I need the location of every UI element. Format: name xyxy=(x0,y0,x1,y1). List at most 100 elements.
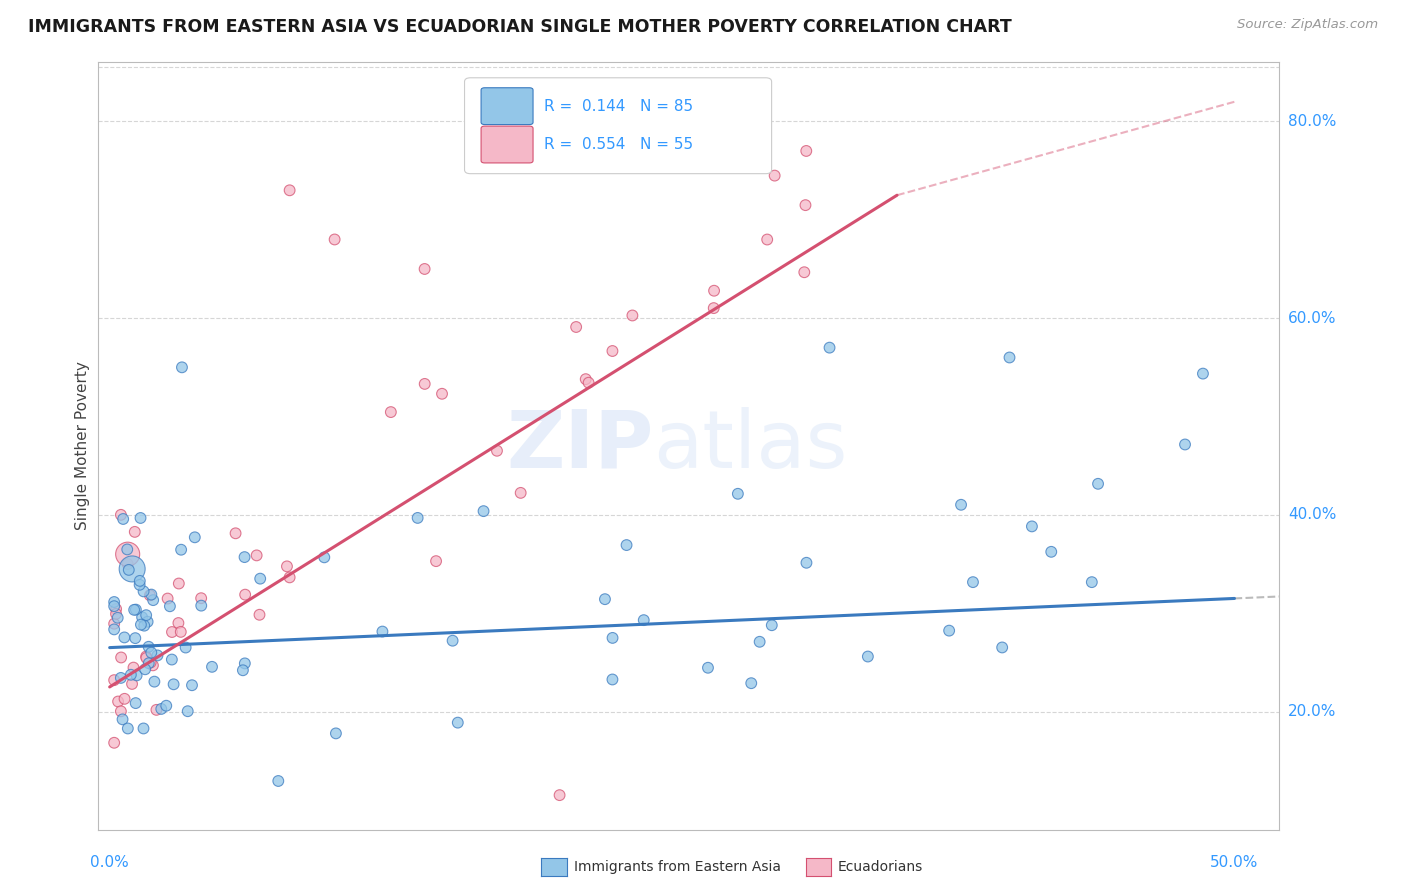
Point xyxy=(991,640,1014,655)
Point xyxy=(120,667,142,681)
Point xyxy=(138,640,160,654)
Point xyxy=(156,591,179,606)
Point xyxy=(371,624,394,639)
Point xyxy=(167,576,190,591)
Point xyxy=(575,372,598,386)
Point xyxy=(602,631,624,645)
Point xyxy=(267,774,290,789)
Point xyxy=(796,556,818,570)
Text: 50.0%: 50.0% xyxy=(1211,855,1258,870)
Point xyxy=(155,698,177,713)
Point xyxy=(103,623,125,637)
Point xyxy=(441,633,464,648)
Point xyxy=(621,309,644,323)
Point xyxy=(141,588,163,602)
Point xyxy=(129,617,152,632)
Point xyxy=(105,602,128,616)
Point xyxy=(167,615,190,630)
Text: 40.0%: 40.0% xyxy=(1288,508,1336,523)
Point xyxy=(1087,476,1109,491)
Point xyxy=(122,603,145,617)
Point xyxy=(117,542,139,557)
Point xyxy=(962,575,984,590)
Point xyxy=(323,232,346,246)
Point xyxy=(150,702,173,716)
Point xyxy=(998,351,1021,365)
Point xyxy=(159,599,181,614)
Point xyxy=(593,592,616,607)
Text: atlas: atlas xyxy=(654,407,848,485)
Point xyxy=(794,144,817,158)
Point xyxy=(117,722,139,736)
Point xyxy=(103,595,125,609)
Point xyxy=(136,615,159,629)
Point xyxy=(139,588,162,602)
Point xyxy=(135,608,157,623)
Point xyxy=(160,625,183,640)
Point xyxy=(145,703,167,717)
Point xyxy=(249,607,271,622)
Point xyxy=(233,588,256,602)
Point xyxy=(413,376,436,391)
Point xyxy=(278,183,301,197)
Point xyxy=(177,704,200,718)
Point xyxy=(103,599,125,614)
Text: Ecuadorians: Ecuadorians xyxy=(838,860,924,874)
Point xyxy=(135,651,157,665)
Point xyxy=(170,624,193,639)
Point xyxy=(124,631,146,645)
Point xyxy=(107,694,129,708)
Point xyxy=(740,676,762,690)
Point xyxy=(142,593,165,607)
Point xyxy=(129,511,152,525)
Point xyxy=(112,631,135,645)
Point xyxy=(117,557,139,571)
Point xyxy=(134,662,156,676)
Point xyxy=(1040,545,1063,559)
Point xyxy=(1192,367,1215,381)
Text: Source: ZipAtlas.com: Source: ZipAtlas.com xyxy=(1237,18,1378,31)
Point xyxy=(128,574,150,588)
Point xyxy=(103,736,125,750)
Point xyxy=(856,649,879,664)
Text: 80.0%: 80.0% xyxy=(1288,114,1336,129)
Point xyxy=(125,696,148,710)
FancyBboxPatch shape xyxy=(464,78,772,174)
Text: IMMIGRANTS FROM EASTERN ASIA VS ECUADORIAN SINGLE MOTHER POVERTY CORRELATION CHA: IMMIGRANTS FROM EASTERN ASIA VS ECUADORI… xyxy=(28,18,1012,36)
Point xyxy=(118,563,141,577)
Text: R =  0.144   N = 85: R = 0.144 N = 85 xyxy=(544,99,693,113)
Point xyxy=(122,660,145,674)
Point xyxy=(134,618,156,632)
Point xyxy=(472,504,495,518)
Point xyxy=(430,386,453,401)
Point xyxy=(697,661,720,675)
Text: 0.0%: 0.0% xyxy=(90,855,129,870)
Point xyxy=(249,572,271,586)
Point xyxy=(103,616,125,631)
Point xyxy=(135,649,157,664)
Point xyxy=(425,554,447,568)
Point xyxy=(756,233,779,247)
Point xyxy=(793,265,815,279)
Point xyxy=(110,704,132,718)
Point xyxy=(170,360,193,375)
Point xyxy=(325,726,347,740)
Point xyxy=(114,691,136,706)
Point xyxy=(485,443,508,458)
Point xyxy=(246,549,269,563)
Point xyxy=(160,652,183,666)
Point xyxy=(174,640,197,655)
Point xyxy=(413,262,436,277)
Point xyxy=(602,673,624,687)
Point xyxy=(103,673,125,687)
Point xyxy=(763,169,786,183)
Point xyxy=(132,584,155,599)
Point xyxy=(131,610,153,624)
Point xyxy=(233,657,256,671)
Point xyxy=(616,538,638,552)
Point xyxy=(132,722,155,736)
Point xyxy=(225,526,247,541)
Point xyxy=(146,648,169,663)
Text: Immigrants from Eastern Asia: Immigrants from Eastern Asia xyxy=(574,860,780,874)
Point xyxy=(117,547,139,561)
